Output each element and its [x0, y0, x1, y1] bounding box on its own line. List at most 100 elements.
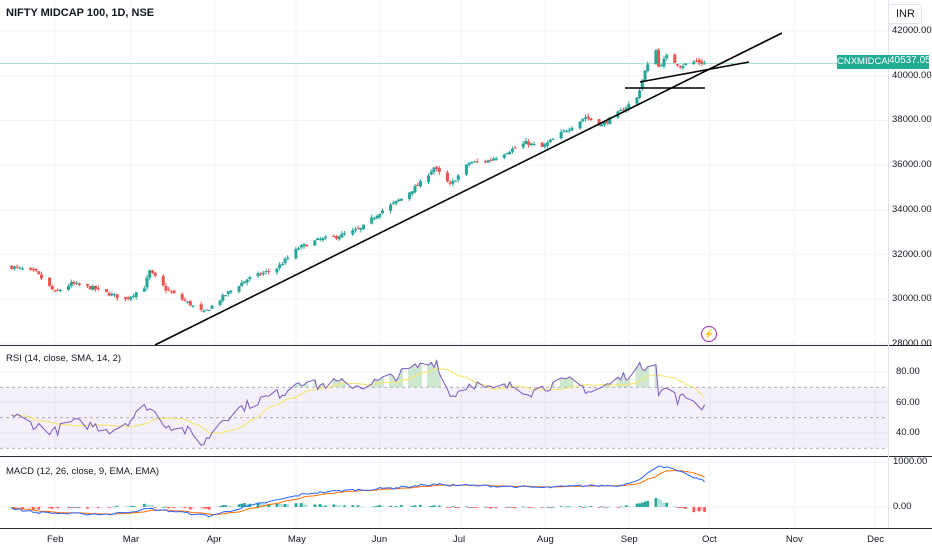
candle-body [286, 257, 290, 259]
macd-hist-bar [673, 505, 677, 507]
macd-hist-bar [627, 505, 631, 507]
rsi-axis-tick: 60.00 [896, 396, 920, 408]
candle-body [697, 59, 701, 63]
macd-hist-bar [370, 506, 373, 508]
candle-body [397, 199, 401, 201]
macd-hist-bar [589, 505, 593, 507]
macd-hist-bar [356, 505, 360, 507]
macd-hist-bar [335, 505, 338, 507]
candle-body [332, 236, 336, 238]
macd-hist-bar [210, 507, 214, 508]
macd-hist-bar [189, 507, 192, 510]
currency-button[interactable]: INR [888, 4, 922, 24]
candle-body [202, 310, 206, 312]
candle-body [470, 162, 474, 164]
candle-body [359, 227, 363, 230]
time-axis-tick: Feb [47, 534, 64, 545]
last-price-label: 40537.05 [889, 55, 931, 69]
candle-body [408, 192, 412, 200]
candle-body [123, 297, 127, 299]
time-axis-tick: Sep [620, 534, 638, 545]
candle-body [635, 97, 639, 104]
macd-hist-bar [332, 504, 336, 507]
candle-body [694, 60, 698, 62]
time-axis-tick: Nov [785, 534, 803, 545]
macd-hist-bar [416, 506, 419, 507]
macd-hist-bar [167, 507, 170, 509]
candle-body [494, 158, 498, 160]
macd-hist-bar [435, 506, 438, 508]
macd-hist-bar [397, 506, 401, 508]
macd-hist-bar [324, 505, 327, 507]
macd-hist-bar [318, 504, 322, 507]
macd-hist-bar [107, 507, 111, 508]
macd-hist-bar [570, 506, 574, 508]
macd-hist-bar [134, 506, 138, 507]
macd-hist-bar [362, 506, 365, 508]
macd-hist-bar [321, 505, 325, 507]
macd-hist-bar [608, 506, 612, 508]
candle-body [559, 132, 563, 139]
candle-body [391, 202, 395, 204]
macd-hist-bar [259, 503, 263, 507]
macd-hist-bar [264, 504, 268, 507]
macd-hist-bar [540, 507, 544, 508]
candle-body [643, 70, 647, 82]
candle-body [353, 229, 357, 231]
candle-body [10, 265, 14, 269]
candle-body [375, 215, 379, 219]
candle-body [261, 272, 265, 275]
candle-body [602, 121, 606, 125]
candle-body [654, 50, 658, 65]
candle-body [75, 282, 79, 284]
macd-hist-bar [375, 505, 379, 507]
macd-hist-bar [643, 501, 647, 507]
macd-hist-bar [646, 500, 650, 507]
candle-body [432, 167, 436, 173]
candle-body [657, 49, 661, 67]
candle-body [15, 266, 19, 268]
macd-hist-bar [21, 507, 24, 510]
candle-body [605, 121, 609, 124]
macd-hist-bar [695, 507, 698, 511]
macd-hist-bar [281, 504, 284, 507]
macd-hist-bar [180, 507, 184, 508]
candle-body [224, 295, 228, 297]
candle-body [12, 266, 16, 269]
rsi-pane-title: RSI (14, close, SMA, 14, 2) [6, 353, 122, 364]
candle-body [565, 131, 569, 133]
candle-body [245, 279, 249, 283]
candle-body [318, 239, 322, 241]
macd-hist-bar [419, 504, 422, 507]
macd-hist-bar [207, 507, 211, 510]
candle-body [394, 200, 398, 204]
candle-body [673, 54, 677, 63]
candle-body [454, 180, 458, 182]
macd-hist-bar [410, 506, 414, 507]
flash-icon[interactable]: ⚡ [701, 326, 717, 342]
candle-body [324, 236, 328, 238]
macd-hist-bar [654, 498, 658, 507]
candle-body [527, 141, 531, 146]
candle-body [131, 295, 135, 297]
candle-body [180, 294, 184, 300]
candle-body [53, 290, 57, 292]
macd-hist-bar [316, 505, 319, 507]
macd-hist-bar [641, 502, 644, 507]
candle-body [294, 248, 298, 259]
candle-body [21, 268, 25, 270]
macd-hist-bar [578, 506, 582, 507]
candle-body [340, 233, 344, 238]
candle-body [88, 286, 92, 290]
macd-hist-bar [50, 507, 54, 509]
macd-hist-bar [559, 506, 563, 507]
price-axis-tick: 42000.00 [892, 25, 932, 36]
candle-body [183, 299, 187, 301]
macd-hist-bar [451, 506, 455, 508]
candle-body [205, 309, 209, 311]
candle-body [678, 66, 682, 68]
candle-body [586, 116, 590, 119]
macd-hist-bar [86, 507, 89, 509]
candle-body [37, 271, 41, 274]
